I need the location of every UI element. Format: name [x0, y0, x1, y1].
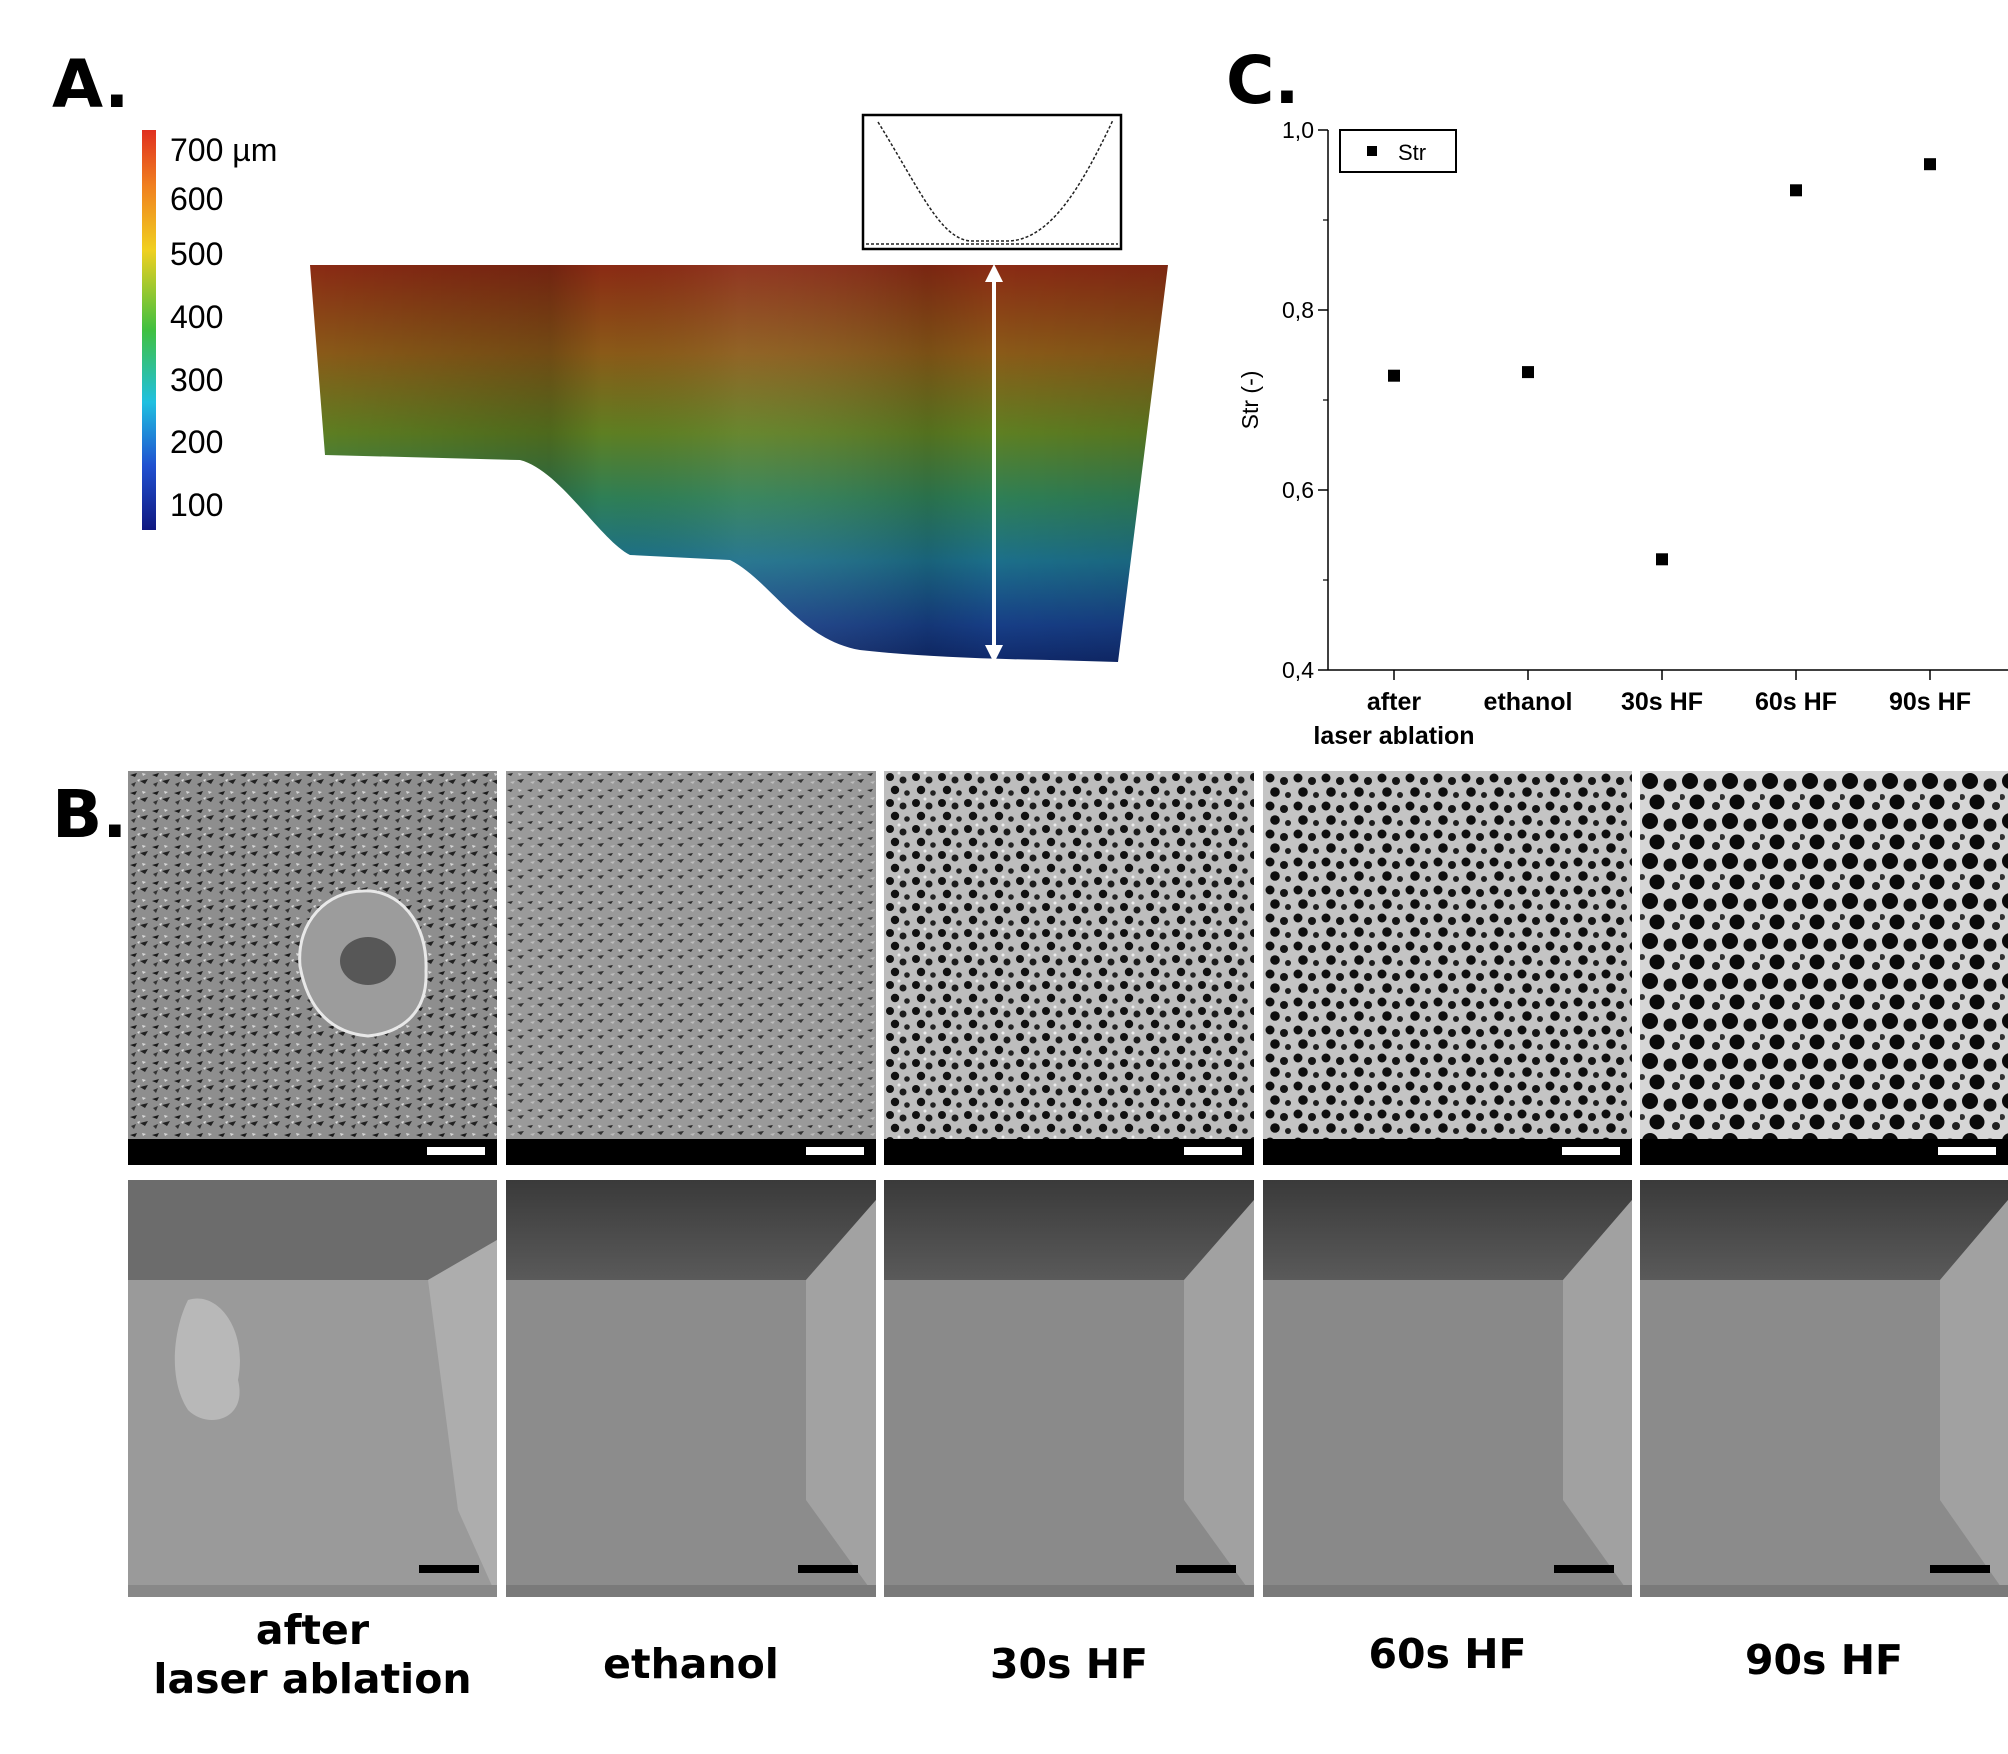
panel-label-b: B.	[52, 776, 128, 853]
surface-profile-3d	[310, 113, 1168, 663]
caption-90s-hf: 90s HF	[1744, 1636, 1904, 1684]
x-tick-label: ethanol	[1484, 688, 1573, 716]
y-tick-label: 0,8	[1282, 297, 1314, 323]
colorbar-label-300: 300	[170, 362, 224, 398]
legend-label-str: Str	[1398, 140, 1426, 165]
sem-cross-after-laser-ablation	[128, 1180, 497, 1597]
caption-60s-hf: 60s HF	[1368, 1630, 1527, 1678]
sem-top-90s-hf	[1640, 771, 2008, 1165]
legend-box	[1339, 129, 1457, 173]
colorbar-label-600: 600	[170, 181, 224, 217]
data-point	[1522, 366, 1534, 379]
str-scatter-chart: 0,4 0,6 0,8 1,0 after laser ablation ethanol 3…	[1237, 117, 2008, 750]
caption-after-laser-ablation: after laser ablation	[153, 1606, 472, 1704]
sem-cross-ethanol	[506, 1180, 876, 1597]
colorbar-label-500: 500	[170, 236, 224, 272]
colorbar	[142, 130, 156, 530]
panel-label-a: A.	[52, 46, 130, 123]
x-tick-label: laser ablation	[1313, 722, 1474, 750]
sem-top-ethanol	[506, 771, 876, 1165]
data-point	[1656, 553, 1668, 566]
colorbar-label-100: 100	[170, 487, 224, 523]
y-tick-label: 0,4	[1282, 657, 1314, 683]
caption-ethanol: ethanol	[603, 1640, 779, 1688]
data-point	[1388, 369, 1400, 382]
y-tick-label: 1,0	[1282, 117, 1314, 143]
height-arrow-head-top	[985, 264, 1003, 282]
x-tick-label: 60s HF	[1755, 688, 1837, 716]
colorbar-label-400: 400	[170, 299, 224, 335]
sem-cross-30s-hf	[884, 1180, 1254, 1597]
colorbar-label-700: 700 µm	[170, 132, 278, 168]
panel-label-c: C.	[1226, 42, 1300, 119]
legend-marker	[1367, 146, 1377, 156]
surface-shading	[310, 265, 1168, 662]
profile-inset	[861, 113, 1123, 251]
sem-cross-60s-hf	[1263, 1180, 1632, 1597]
caption-30s-hf: 30s HF	[989, 1640, 1149, 1688]
height-arrow-head-bottom	[985, 645, 1003, 663]
sem-top-60s-hf	[1263, 771, 1632, 1165]
x-tick-label: 30s HF	[1621, 688, 1703, 716]
x-tick-label: after	[1367, 688, 1421, 716]
sem-top-30s-hf	[884, 771, 1254, 1165]
data-point	[1790, 184, 1802, 197]
sem-cross-90s-hf	[1640, 1180, 2008, 1597]
sem-top-after-laser-ablation	[128, 771, 497, 1165]
x-tick-label: 90s HF	[1889, 688, 1971, 716]
colorbar-label-200: 200	[170, 424, 224, 460]
data-point	[1924, 158, 1936, 171]
y-axis-label: Str (-)	[1237, 371, 1263, 430]
y-tick-label: 0,6	[1282, 477, 1314, 503]
